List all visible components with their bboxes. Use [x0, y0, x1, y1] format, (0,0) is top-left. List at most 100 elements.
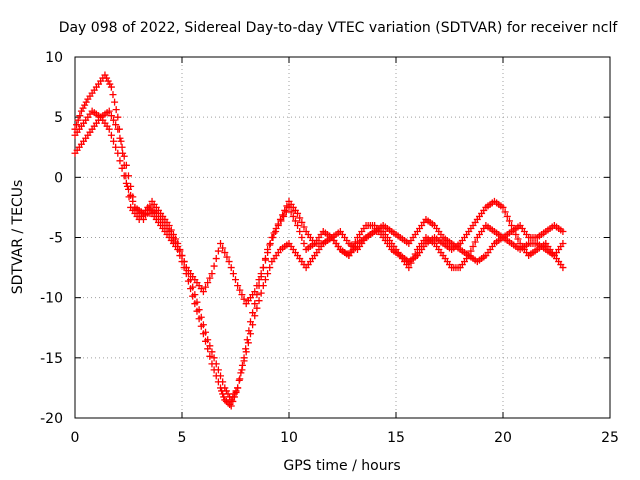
data-point: [117, 137, 125, 145]
data-point: [272, 224, 280, 232]
y-tick-label: 0: [54, 170, 63, 186]
data-point: [240, 357, 248, 365]
y-tick-labels: -20 -15 -10 -5 0 5 10: [40, 50, 63, 427]
data-point: [514, 235, 522, 243]
y-tick-label: -15: [40, 351, 63, 367]
data-point: [199, 288, 207, 296]
data-point: [268, 234, 276, 241]
data-point: [261, 276, 269, 284]
data-point: [76, 112, 84, 120]
chart-title: Day 098 of 2022, Sidereal Day-to-day VTE…: [59, 20, 619, 36]
data-point: [74, 116, 82, 124]
data-point: [189, 292, 197, 300]
data-point: [259, 282, 267, 290]
data-point: [266, 264, 274, 272]
x-tick-labels: 0 5 10 15 20 25: [71, 430, 619, 446]
data-point: [274, 220, 282, 228]
data-point: [467, 247, 475, 255]
data-point: [219, 390, 227, 398]
data-point: [281, 206, 289, 214]
data-point: [238, 291, 246, 299]
data-point: [345, 252, 353, 260]
data-point: [208, 348, 216, 356]
data-point: [300, 223, 308, 231]
data-point: [206, 274, 214, 282]
data-point: [300, 240, 308, 248]
data-point: [120, 172, 128, 180]
data-point: [232, 388, 240, 396]
data-point: [114, 125, 122, 133]
data-point: [501, 208, 509, 216]
data-point: [559, 227, 567, 235]
data-point: [298, 234, 306, 241]
data-point: [294, 209, 302, 217]
data-point: [236, 375, 244, 383]
y-tick-label: 5: [54, 110, 63, 126]
data-point: [169, 230, 177, 238]
data-point: [112, 106, 120, 114]
data-point: [257, 289, 265, 297]
data-point: [266, 241, 274, 249]
data-point: [251, 288, 259, 296]
data-point: [236, 286, 244, 294]
data-point: [471, 238, 479, 246]
data-point: [82, 98, 90, 106]
data-point: [257, 270, 265, 278]
data-point: [146, 202, 154, 210]
data-point: [296, 214, 304, 222]
x-tick-label: 15: [387, 430, 405, 446]
data-point: [116, 157, 124, 165]
data-point: [193, 307, 201, 315]
data-point: [289, 212, 297, 220]
data-point: [112, 143, 120, 151]
data-point: [261, 256, 269, 264]
data-point: [251, 312, 259, 320]
data-point: [230, 393, 238, 401]
x-tick-label: 20: [494, 430, 512, 446]
data-point: [208, 360, 216, 368]
data-point: [237, 369, 245, 377]
data-point: [204, 345, 212, 353]
data-point: [225, 258, 233, 266]
data-point: [81, 101, 89, 109]
data-point: [245, 327, 253, 335]
data-point: [505, 217, 513, 225]
data-point: [298, 218, 306, 226]
data-point: [227, 402, 235, 410]
data-point: [167, 226, 175, 234]
data-point: [259, 264, 267, 272]
x-tick-label: 0: [71, 430, 80, 446]
data-points: [71, 71, 567, 410]
data-point: [114, 113, 122, 121]
data-point: [219, 244, 227, 252]
data-point: [109, 91, 117, 99]
y-tick-label: -20: [40, 411, 63, 427]
data-point: [243, 336, 251, 344]
data-point: [110, 137, 118, 145]
x-tick-label: 25: [601, 430, 619, 446]
data-point: [107, 131, 115, 139]
data-point: [199, 330, 207, 338]
data-point: [122, 179, 130, 187]
data-point: [212, 255, 220, 263]
y-tick-label: -5: [49, 231, 63, 247]
data-point: [234, 384, 242, 392]
data-point: [103, 74, 111, 82]
data-point: [253, 282, 261, 290]
data-point: [222, 397, 230, 405]
y-tick-label: 10: [45, 50, 63, 66]
y-tick-label: -10: [40, 291, 63, 307]
series-track-a: [71, 71, 567, 404]
data-point: [227, 396, 235, 404]
data-point: [165, 221, 173, 229]
data-point: [184, 277, 192, 285]
data-point: [214, 378, 222, 386]
data-point: [73, 121, 81, 129]
y-axis-label: SDTVAR / TECUs: [10, 180, 26, 295]
data-point: [226, 400, 234, 408]
data-point: [240, 295, 248, 303]
data-point: [224, 399, 232, 407]
data-point: [217, 384, 225, 392]
data-point: [234, 282, 242, 290]
data-point: [294, 221, 302, 229]
